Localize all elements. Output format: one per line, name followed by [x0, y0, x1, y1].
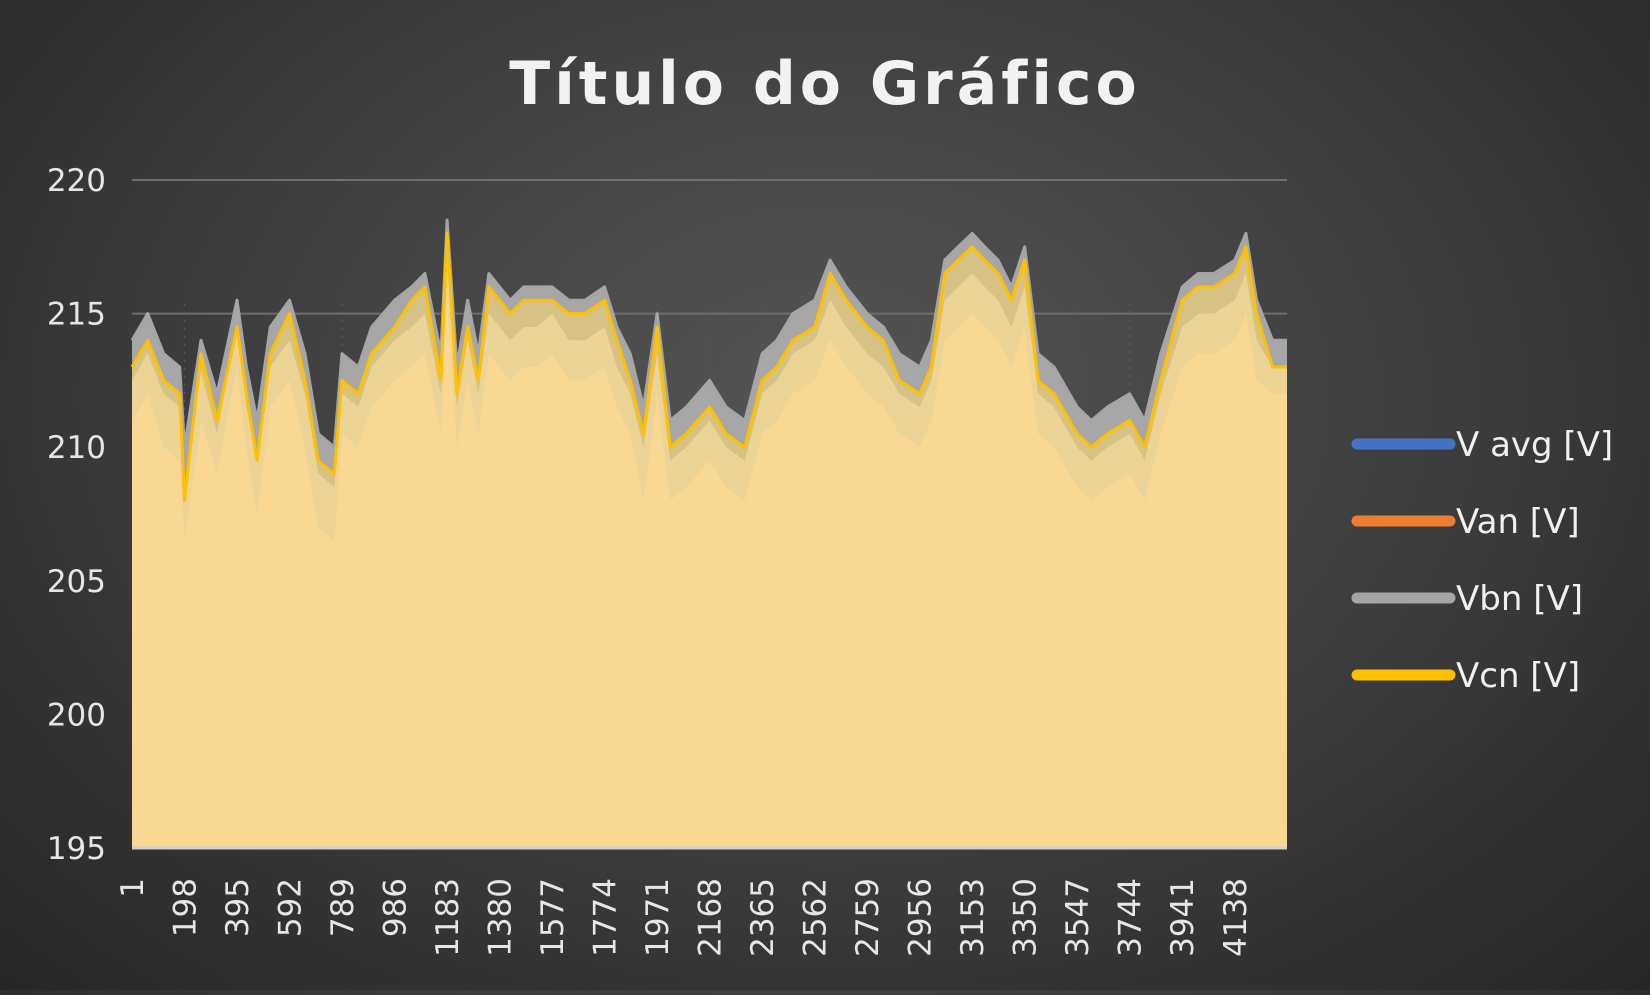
x-tick-label: 1577 [535, 878, 571, 957]
x-tick-label: 3941 [1165, 878, 1201, 957]
x-tick-label: 2956 [903, 878, 939, 957]
x-tick-label: 2562 [798, 878, 834, 957]
x-tick-label: 1971 [640, 878, 676, 957]
x-tick-label: 1380 [483, 878, 519, 957]
x-tick-label: 1 [115, 878, 151, 898]
x-tick-label: 2365 [745, 878, 781, 957]
x-tick-label: 395 [220, 878, 256, 937]
x-tick-label: 198 [168, 878, 204, 937]
legend-label: Van [V] [1456, 502, 1580, 542]
y-tick-label: 215 [47, 297, 106, 333]
series-layer [130, 218, 1287, 849]
legend-label: Vbn [V] [1456, 579, 1583, 619]
y-tick-label: 220 [47, 163, 106, 199]
x-tick-label: 3547 [1060, 878, 1096, 957]
x-tick-label: 3350 [1008, 878, 1044, 957]
x-tick-label: 592 [273, 878, 309, 937]
legend-label: Vcn [V] [1456, 656, 1580, 696]
x-tick-label: 789 [325, 878, 361, 937]
y-tick-label: 205 [47, 564, 106, 600]
x-tick-label: 1183 [430, 878, 466, 957]
chart-title: Título do Gráfico [509, 49, 1140, 119]
legend: V avg [V] Van [V] Vbn [V] Vcn [V] [1351, 425, 1613, 696]
axis-layer: 195 200 205 210 215 220 1 198 395 592 789 986 1183 13… [47, 163, 1287, 957]
x-tick-label: 2759 [850, 878, 886, 957]
legend-label: V avg [V] [1456, 425, 1613, 465]
x-tick-label: 2168 [693, 878, 729, 957]
x-tick-label: 4138 [1218, 878, 1254, 957]
x-tick-label: 3744 [1113, 878, 1149, 957]
area-v-avg-v [132, 260, 1287, 848]
x-tick-label: 3153 [955, 878, 991, 957]
line-vbn-v [130, 218, 1287, 449]
y-tick-label: 200 [47, 697, 106, 733]
x-tick-label: 986 [378, 878, 414, 937]
y-tick-label: 210 [47, 430, 106, 466]
y-tick-label: 195 [47, 831, 106, 867]
line-vcn-v [130, 231, 1287, 503]
x-tick-label: 1774 [588, 878, 624, 957]
